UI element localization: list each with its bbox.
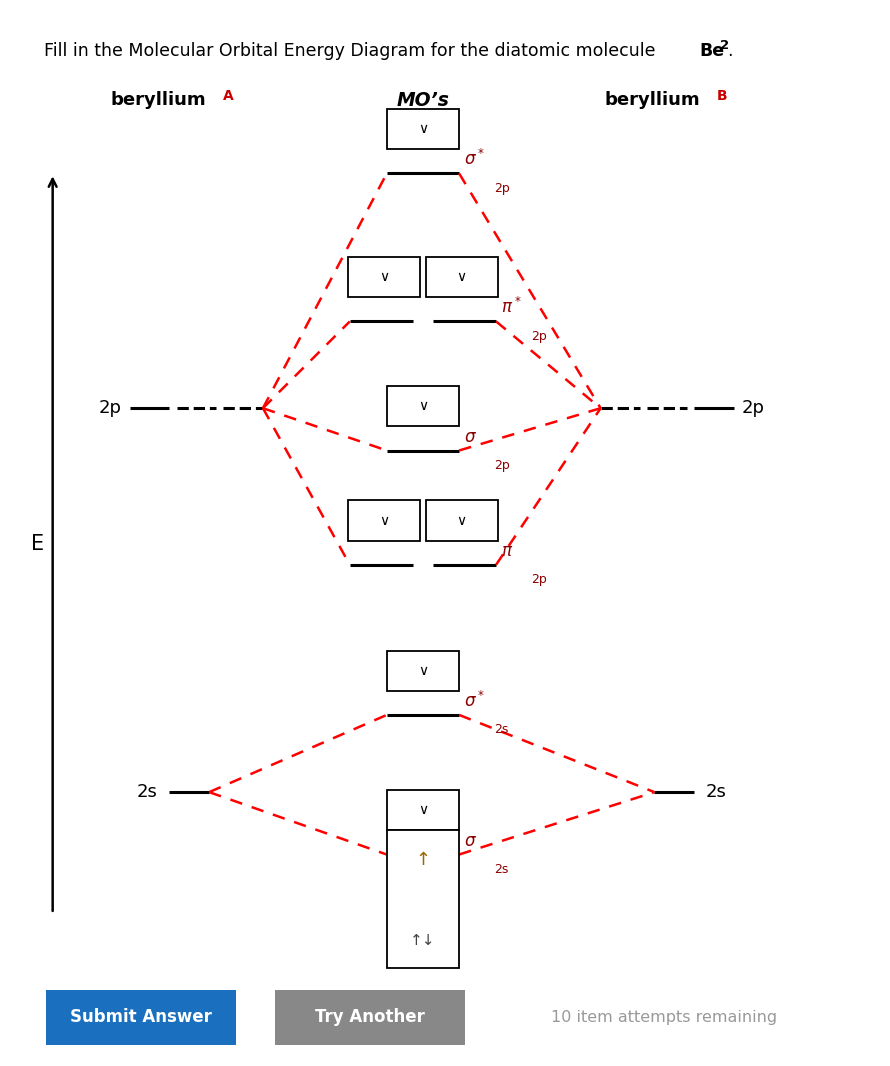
Text: ∨: ∨ <box>418 400 428 414</box>
Text: 2p: 2p <box>741 399 765 417</box>
Text: ∨: ∨ <box>418 804 428 818</box>
Text: 2p: 2p <box>531 330 546 343</box>
Text: ↑↓: ↑↓ <box>410 933 436 948</box>
Text: Be: Be <box>699 43 724 61</box>
Text: ↑: ↑ <box>416 851 431 869</box>
Bar <box>425 500 498 540</box>
Text: 2p: 2p <box>494 459 510 472</box>
Bar <box>348 257 420 297</box>
Text: beryllium: beryllium <box>604 91 700 109</box>
Text: Try Another: Try Another <box>315 1008 425 1027</box>
Bar <box>425 257 498 297</box>
Text: E: E <box>31 534 44 553</box>
Text: Fill in the Molecular Orbital Energy Diagram for the diatomic molecule: Fill in the Molecular Orbital Energy Dia… <box>44 43 661 61</box>
Text: $\pi$: $\pi$ <box>500 543 513 561</box>
Text: $\sigma^*$: $\sigma^*$ <box>464 691 485 711</box>
Text: 2s: 2s <box>494 863 508 876</box>
Bar <box>275 990 465 1045</box>
Text: 2s: 2s <box>137 784 158 802</box>
Text: 2p: 2p <box>531 574 546 586</box>
Text: 2p: 2p <box>494 182 510 195</box>
Text: 2: 2 <box>720 39 729 52</box>
Text: $\pi^*$: $\pi^*$ <box>500 297 522 318</box>
Text: MO’s: MO’s <box>397 91 449 110</box>
Bar <box>46 990 236 1045</box>
Text: ∨: ∨ <box>418 664 428 678</box>
Text: $\sigma^*$: $\sigma^*$ <box>464 149 485 169</box>
Text: ∨: ∨ <box>457 271 467 285</box>
Text: 2s: 2s <box>706 784 727 802</box>
Bar <box>387 809 459 830</box>
Bar <box>348 500 420 540</box>
Text: 10 item attempts remaining: 10 item attempts remaining <box>551 1010 777 1024</box>
Text: 2p: 2p <box>99 399 122 417</box>
Text: Submit Answer: Submit Answer <box>70 1008 212 1027</box>
Text: ∨: ∨ <box>457 514 467 528</box>
Text: A: A <box>222 88 233 102</box>
Text: $\sigma$: $\sigma$ <box>464 429 476 447</box>
Bar <box>387 109 459 149</box>
Bar <box>387 650 459 691</box>
Text: ∨: ∨ <box>379 514 389 528</box>
Text: .: . <box>727 43 732 61</box>
Text: ∨: ∨ <box>379 271 389 285</box>
Text: B: B <box>716 88 727 102</box>
Text: beryllium: beryllium <box>110 91 206 109</box>
Bar <box>387 386 459 426</box>
Bar <box>387 830 459 968</box>
Text: 2s: 2s <box>494 724 508 737</box>
Text: $\sigma$: $\sigma$ <box>464 833 476 851</box>
Bar <box>387 790 459 830</box>
Text: ∨: ∨ <box>418 123 428 136</box>
